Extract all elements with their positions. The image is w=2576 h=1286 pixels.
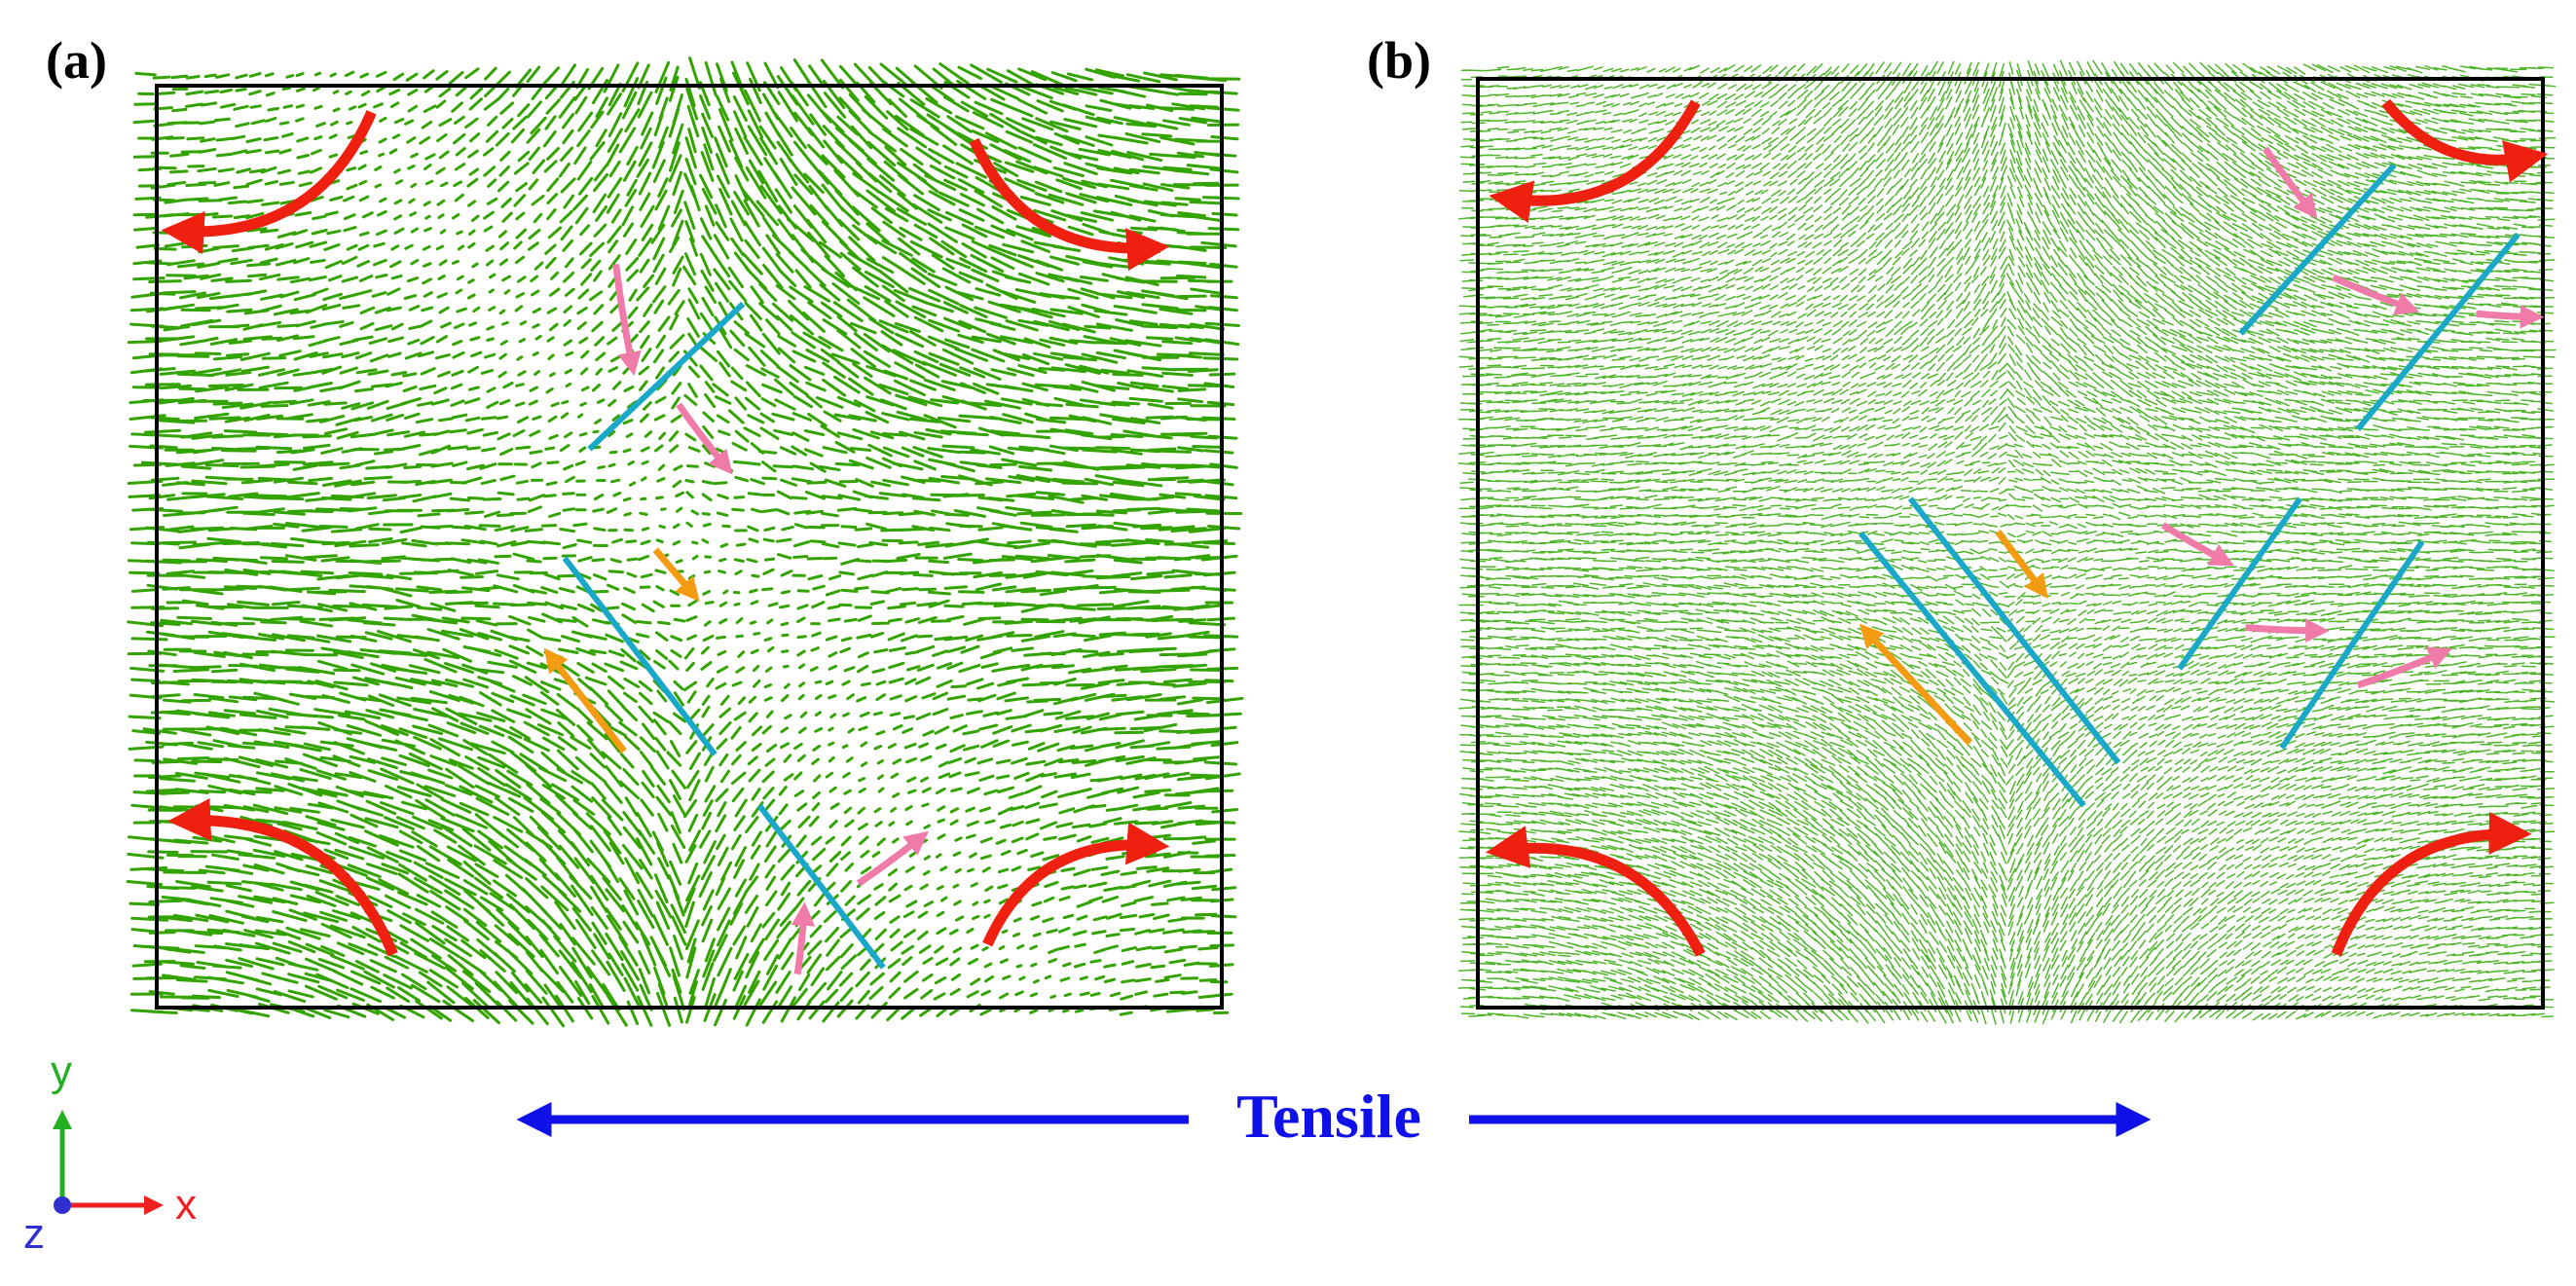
tensile-label: Tensile [1236, 1082, 1421, 1151]
slip-line [562, 556, 718, 756]
shear-arrow [2476, 305, 2545, 329]
slip-line [2177, 496, 2302, 671]
x-axis-label: x [175, 1181, 197, 1229]
shear-arrow [2332, 274, 2420, 315]
slip-line [2279, 539, 2425, 750]
slip-line [1907, 496, 2121, 765]
shear-arrow [1858, 623, 1972, 746]
shear-arrow [543, 647, 627, 753]
slip-line [2355, 232, 2521, 431]
panel-frame [1476, 77, 2545, 1010]
rotation-arrow [1485, 826, 1706, 957]
panel-label: (b) [1367, 31, 1431, 90]
rotation-arrow [2381, 98, 2549, 183]
z-axis-label: z [23, 1210, 45, 1258]
shear-arrow [612, 263, 642, 377]
rotation-arrow [969, 137, 1170, 272]
slip-line [756, 803, 886, 970]
slip-line [587, 301, 746, 452]
shear-arrow [2245, 618, 2330, 643]
rotation-arrow [161, 110, 377, 254]
slip-line [2238, 163, 2397, 336]
rotation-arrow [2331, 812, 2532, 957]
z-axis-dot [54, 1196, 71, 1214]
shear-arrow [856, 830, 930, 887]
panel-label: (a) [46, 31, 107, 90]
shear-arrow [2160, 522, 2234, 567]
rotation-arrow [982, 822, 1170, 947]
panel-frame [155, 84, 1224, 1010]
displacement-field [1457, 59, 2557, 1025]
rotation-arrow [1489, 99, 1701, 224]
shear-arrow [2356, 646, 2453, 689]
shear-arrow [2263, 146, 2318, 219]
y-axis-label: y [51, 1047, 72, 1095]
shear-arrow [1995, 530, 2048, 600]
shear-arrow [652, 547, 700, 603]
drawing-layer [126, 56, 2557, 1028]
shear-arrow [791, 901, 816, 975]
rotation-arrow [167, 797, 398, 957]
shear-arrow [676, 402, 733, 475]
slip-line [1858, 531, 2086, 808]
